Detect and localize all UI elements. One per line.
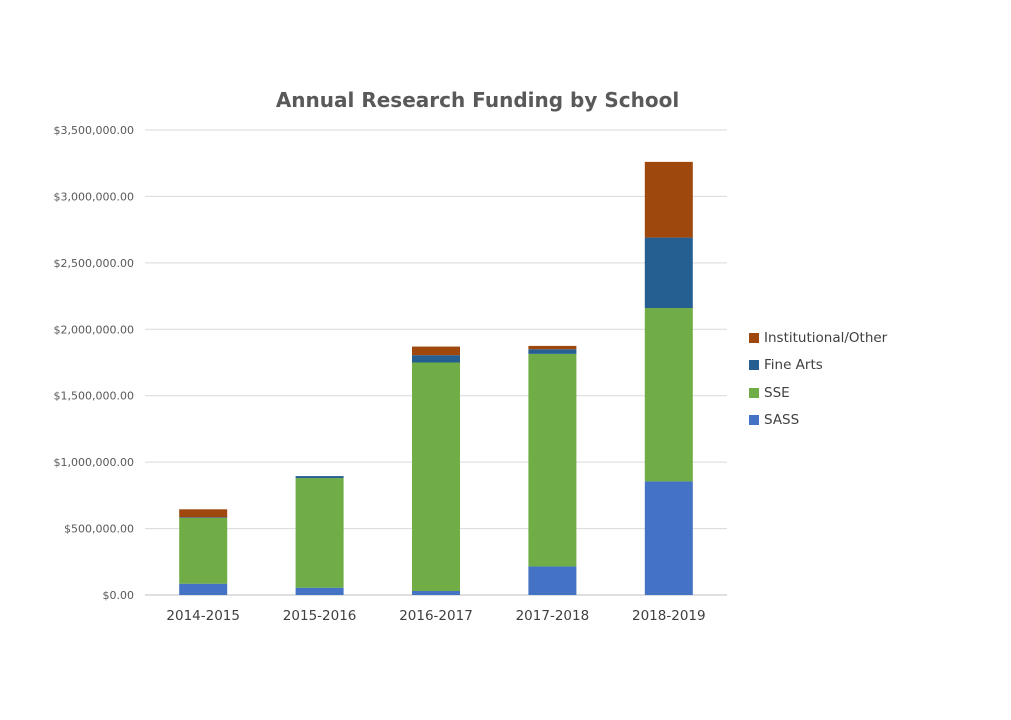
bar-sass-2018-2019 — [644, 481, 693, 595]
y-tick-label: $0.00 — [103, 589, 135, 602]
y-tick-label: $2,500,000.00 — [54, 257, 134, 270]
y-tick-label: $1,000,000.00 — [54, 456, 134, 469]
legend-swatch — [749, 387, 759, 398]
y-tick-label: $3,500,000.00 — [54, 124, 134, 137]
x-tick-label: 2016-2017 — [399, 608, 473, 624]
bar-sse-2016-2017 — [412, 362, 460, 592]
x-tick-label: 2015-2016 — [283, 608, 357, 624]
legend-swatch — [749, 360, 759, 371]
legend-item: Fine Arts — [749, 352, 887, 380]
legend-swatch — [749, 332, 759, 343]
bar-fine-arts-2018-2019 — [644, 237, 693, 309]
bar-institutional-other-2016-2017 — [412, 346, 460, 356]
legend-item: SASS — [749, 407, 887, 435]
bar-fine-arts-2017-2018 — [528, 349, 577, 354]
x-tick-label: 2017-2018 — [516, 608, 590, 624]
bar-fine-arts-2015-2016 — [295, 476, 344, 479]
legend-label: Institutional/Other — [764, 329, 888, 346]
bar-sse-2018-2019 — [644, 308, 693, 482]
bar-institutional-other-2014-2015 — [179, 509, 228, 518]
bar-sass-2017-2018 — [528, 566, 577, 595]
legend-label: SASS — [764, 412, 800, 429]
legend-item: Institutional/Other — [749, 324, 887, 352]
x-tick-label: 2018-2019 — [632, 608, 706, 624]
bar-sse-2017-2018 — [528, 353, 577, 567]
bar-sass-2016-2017 — [412, 591, 460, 595]
bar-sass-2014-2015 — [179, 583, 228, 595]
legend: Institutional/Other Fine Arts SSE SASS — [749, 324, 887, 434]
bar-sse-2014-2015 — [179, 517, 228, 584]
legend-swatch — [749, 415, 759, 426]
y-tick-label: $3,000,000.00 — [54, 190, 134, 203]
y-tick-label: $500,000.00 — [64, 523, 134, 536]
bar-institutional-other-2017-2018 — [528, 345, 577, 350]
x-tick-label: 2014-2015 — [166, 608, 240, 624]
bar-sass-2015-2016 — [295, 587, 344, 595]
bar-fine-arts-2014-2015 — [179, 517, 228, 518]
legend-label: SSE — [764, 384, 790, 401]
bar-institutional-other-2018-2019 — [644, 161, 693, 238]
legend-item: SSE — [749, 379, 887, 407]
y-tick-label: $2,000,000.00 — [54, 323, 134, 336]
y-tick-label: $1,500,000.00 — [54, 390, 134, 403]
bar-sse-2015-2016 — [295, 478, 344, 588]
bar-fine-arts-2016-2017 — [412, 355, 460, 363]
legend-label: Fine Arts — [764, 357, 823, 374]
chart-title: Annual Research Funding by School — [275, 88, 680, 112]
